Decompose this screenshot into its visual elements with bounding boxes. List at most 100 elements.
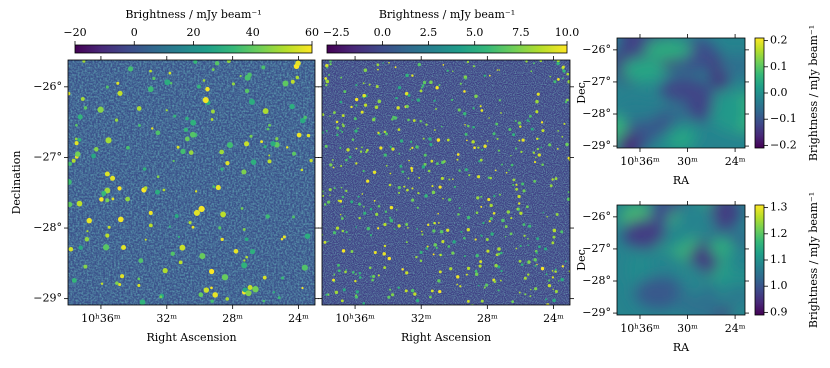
source [466, 124, 470, 128]
source [401, 170, 405, 174]
source [517, 194, 521, 199]
x-tick-label: 32ᵐ [156, 312, 177, 325]
source [421, 233, 424, 236]
source [480, 195, 483, 198]
source [199, 253, 206, 260]
source [442, 160, 445, 164]
source [210, 286, 213, 290]
source [539, 60, 543, 63]
source [339, 146, 342, 149]
source [355, 273, 357, 276]
source [184, 136, 190, 142]
source [439, 229, 444, 234]
source [68, 161, 73, 166]
source [398, 152, 401, 155]
source [339, 199, 343, 203]
source [567, 156, 570, 160]
image [322, 60, 570, 305]
source [501, 218, 505, 223]
source [212, 185, 216, 188]
source [526, 237, 529, 240]
source [377, 274, 380, 277]
source [333, 187, 336, 190]
source [421, 165, 426, 169]
source [86, 230, 89, 233]
source [68, 246, 74, 252]
source [197, 84, 201, 89]
source [393, 116, 398, 120]
source [341, 195, 345, 199]
source [452, 178, 454, 180]
source [105, 137, 112, 144]
source [339, 100, 343, 104]
source [357, 127, 359, 130]
source [411, 99, 414, 101]
source [383, 130, 387, 134]
source [345, 158, 348, 162]
source [419, 250, 423, 254]
source [556, 61, 560, 66]
source [244, 237, 249, 242]
source [242, 227, 246, 231]
source [475, 211, 479, 215]
source [345, 189, 348, 193]
source [389, 205, 394, 210]
source [328, 73, 330, 76]
source [497, 252, 501, 256]
source [518, 259, 522, 263]
source [116, 81, 120, 85]
source [202, 79, 206, 82]
source [508, 127, 512, 132]
source [555, 212, 559, 216]
blob [617, 131, 641, 148]
source [322, 194, 325, 197]
source [528, 120, 531, 123]
source [397, 185, 401, 190]
source [152, 76, 156, 81]
source [361, 146, 363, 149]
source [139, 299, 146, 305]
source [527, 260, 531, 264]
source [490, 232, 494, 236]
y-tick-label: −27° [582, 242, 611, 255]
source [363, 68, 368, 72]
source [497, 265, 501, 269]
source [174, 213, 179, 219]
source [489, 74, 491, 77]
source [501, 163, 504, 166]
source [437, 212, 439, 215]
source [518, 139, 521, 142]
source [107, 225, 111, 229]
source [147, 86, 154, 93]
source [423, 162, 427, 166]
source [409, 148, 412, 151]
colorbar-tick-label: 1.2 [770, 227, 788, 240]
source [533, 179, 537, 183]
source [394, 66, 397, 69]
source [97, 106, 104, 113]
source [214, 61, 220, 66]
source [514, 147, 518, 150]
source [220, 167, 224, 171]
source [439, 253, 442, 257]
source [423, 153, 427, 157]
source [462, 111, 467, 116]
source [403, 185, 406, 188]
source [442, 64, 445, 66]
colorbar-tick-label: −0.2 [770, 138, 797, 151]
blob [719, 54, 745, 78]
source [475, 253, 479, 258]
source [424, 194, 428, 198]
source [191, 225, 195, 229]
source [210, 109, 215, 114]
source [295, 60, 301, 66]
x-tick-label: 10ʰ36ᵐ [620, 322, 660, 335]
source [341, 205, 344, 208]
source [366, 148, 369, 152]
source [384, 210, 388, 214]
source [126, 145, 130, 150]
source [385, 132, 388, 136]
source [528, 114, 532, 118]
source [393, 228, 396, 231]
source [397, 286, 400, 289]
